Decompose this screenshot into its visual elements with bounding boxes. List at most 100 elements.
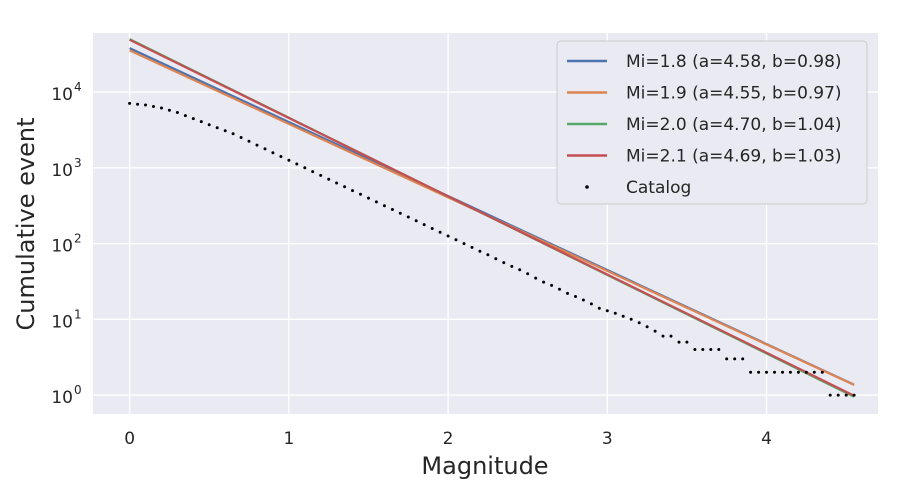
catalog-point: [255, 143, 259, 147]
catalog-point: [717, 348, 721, 351]
catalog-point: [550, 283, 554, 287]
catalog-point: [183, 114, 187, 118]
catalog-point: [327, 177, 331, 181]
x-tick-label: 1: [283, 429, 294, 449]
catalog-point: [398, 211, 402, 215]
y-tick-label: 10: [51, 388, 73, 408]
catalog-point: [566, 291, 569, 295]
y-tick-exponent: 4: [74, 80, 82, 94]
catalog-point: [430, 227, 434, 230]
catalog-point: [478, 249, 482, 253]
y-tick-label: 10: [51, 237, 73, 257]
legend-label: Mi=1.8 (a=4.58, b=0.98): [626, 52, 842, 72]
catalog-point: [494, 257, 498, 261]
catalog-point: [637, 321, 641, 325]
x-tick-label: 4: [761, 429, 772, 449]
y-tick-label: 10: [51, 85, 73, 105]
y-tick-exponent: 2: [74, 232, 82, 246]
legend-label: Catalog: [626, 178, 691, 198]
catalog-point: [247, 139, 251, 143]
catalog-point: [462, 242, 466, 246]
catalog-point: [359, 192, 362, 196]
y-axis-label: Cumulative event: [12, 118, 40, 331]
catalog-point: [558, 287, 561, 291]
legend-label: Mi=1.9 (a=4.55, b=0.97): [626, 84, 842, 104]
catalog-point: [709, 348, 713, 351]
catalog-point: [382, 204, 386, 208]
x-axis-label: Magnitude: [421, 452, 548, 480]
legend-box: [556, 40, 868, 205]
catalog-point: [534, 276, 538, 280]
x-tick-labels: 0 1 2 3 4: [124, 429, 772, 449]
catalog-point: [215, 126, 219, 130]
catalog-point: [781, 370, 784, 374]
catalog-point: [693, 348, 697, 351]
catalog-point: [589, 302, 593, 306]
catalog-point: [343, 185, 347, 189]
catalog-point: [223, 129, 227, 133]
catalog-point: [287, 158, 291, 162]
catalog-point: [136, 102, 140, 106]
catalog-point: [231, 132, 235, 136]
catalog-point: [502, 261, 506, 265]
catalog-point: [207, 123, 211, 127]
catalog-point: [812, 370, 816, 374]
catalog-point: [406, 215, 410, 219]
x-tick-label: 3: [602, 429, 613, 449]
catalog-point: [160, 106, 163, 110]
catalog-point: [788, 370, 792, 374]
catalog-point: [574, 295, 577, 298]
x-tick-label: 2: [443, 429, 454, 449]
catalog-point: [510, 264, 514, 268]
catalog-point: [367, 196, 370, 200]
catalog-point: [191, 117, 195, 121]
legend-swatch: [585, 185, 589, 189]
catalog-point: [749, 370, 753, 374]
catalog-point: [836, 393, 840, 397]
catalog-point: [677, 340, 681, 344]
catalog-point: [351, 189, 354, 193]
y-tick-label: 10: [51, 312, 73, 332]
x-tick-label: 0: [124, 429, 135, 449]
catalog-point: [279, 155, 283, 158]
catalog-point: [653, 329, 657, 333]
catalog-point: [311, 170, 315, 174]
catalog-point: [685, 340, 689, 344]
catalog-point: [335, 181, 339, 185]
catalog-point: [319, 173, 323, 177]
catalog-point: [613, 311, 617, 315]
catalog-point: [454, 238, 458, 242]
catalog-point: [597, 306, 601, 310]
catalog-point: [271, 151, 275, 155]
catalog-point: [733, 357, 737, 361]
catalog-point: [581, 298, 585, 302]
catalog-point: [741, 357, 745, 361]
legend-label: Mi=2.1 (a=4.69, b=1.03): [626, 147, 842, 167]
catalog-point: [828, 393, 832, 397]
catalog-point: [796, 370, 800, 374]
catalog-point: [725, 357, 729, 361]
catalog-point: [542, 280, 546, 284]
catalog-point: [167, 108, 171, 112]
catalog-point: [152, 105, 155, 108]
catalog-point: [446, 234, 450, 238]
catalog-point: [199, 120, 203, 124]
catalog-point: [470, 245, 474, 249]
catalog-point: [438, 230, 442, 234]
series-line-4: [129, 38, 855, 397]
y-tick-exponent: 1: [74, 307, 82, 321]
catalog-point: [486, 253, 490, 257]
y-tick-label: 10: [51, 161, 73, 181]
y-tick-exponent: 3: [74, 156, 82, 170]
catalog-point: [669, 334, 673, 338]
legend-label: Mi=2.0 (a=4.70, b=1.04): [626, 115, 842, 135]
catalog-point: [414, 219, 418, 223]
catalog-point: [757, 370, 761, 374]
catalog-point: [661, 334, 665, 338]
catalog-point: [422, 223, 426, 227]
catalog-point: [605, 309, 609, 313]
catalog-point: [303, 166, 307, 170]
catalog-point: [621, 314, 625, 318]
